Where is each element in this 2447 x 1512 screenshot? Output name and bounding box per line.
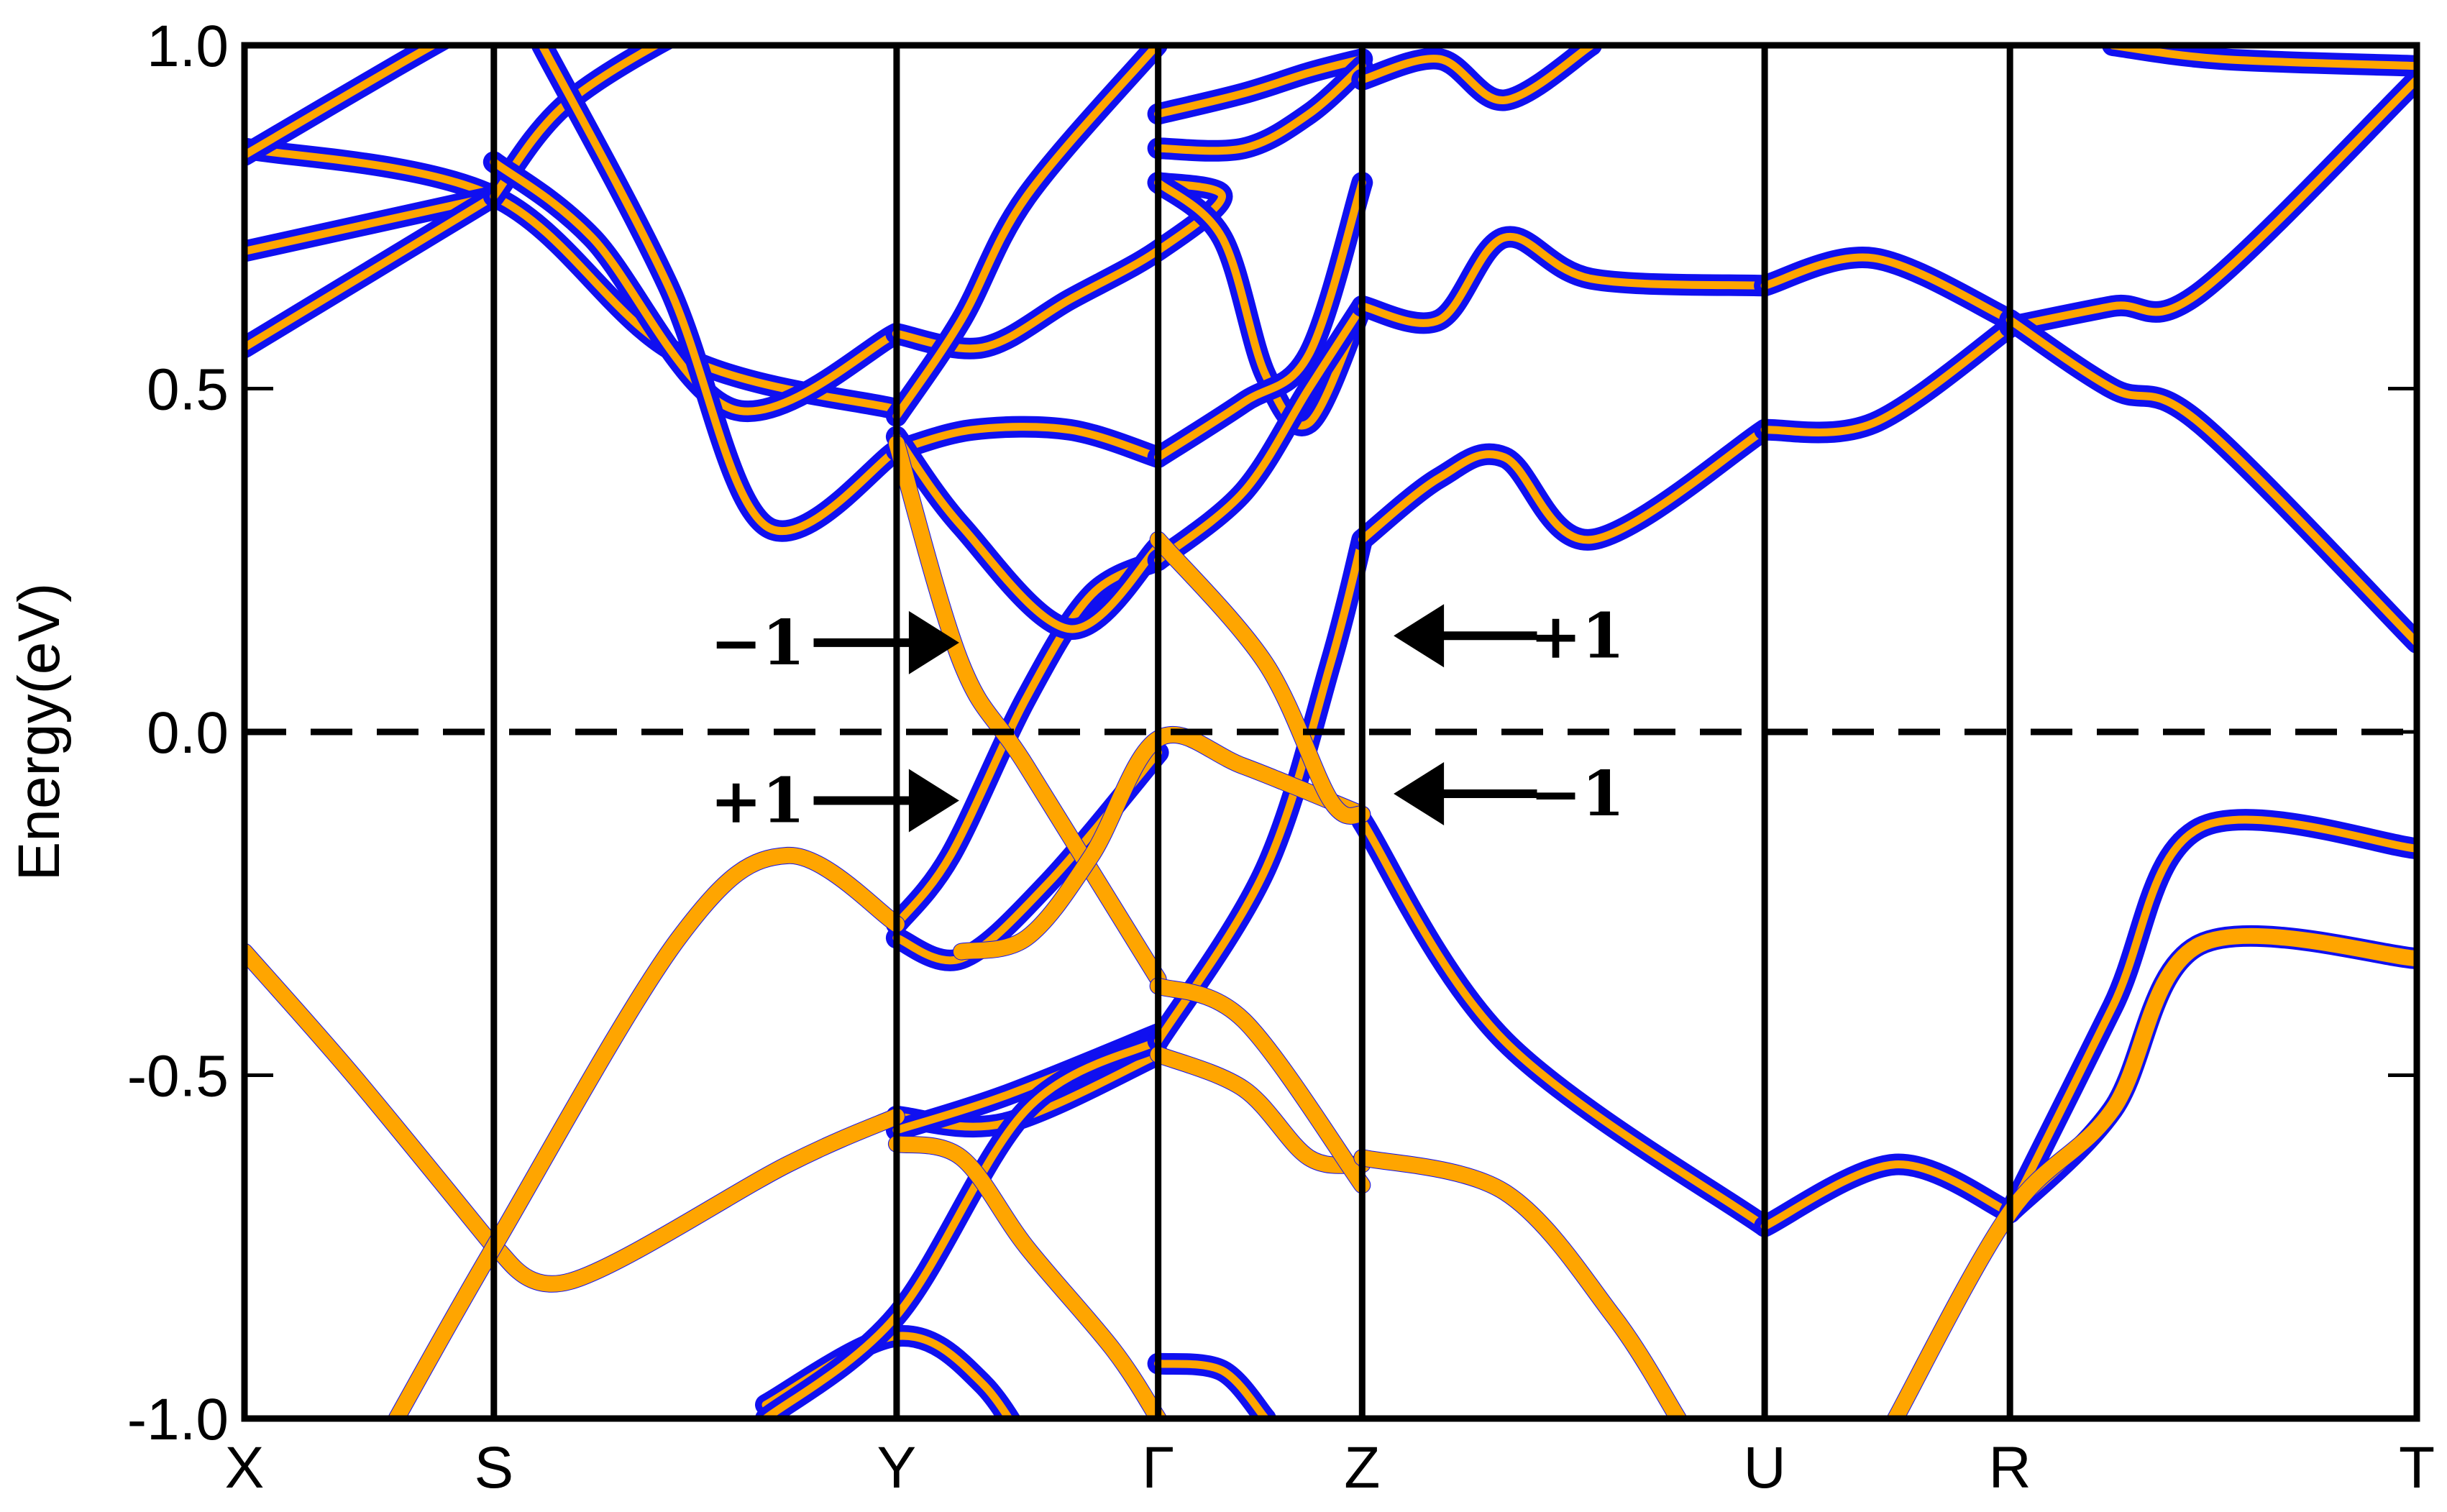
band-33-core xyxy=(1760,1160,2014,1231)
band-3-core xyxy=(244,45,441,160)
band-45-fill xyxy=(1888,927,2417,1419)
ytick-label-0: 1.0 xyxy=(147,14,229,79)
band-44-fill xyxy=(1354,1150,1686,1419)
band-34-core xyxy=(2005,815,2417,1217)
band-18-core xyxy=(1154,302,1366,564)
band-4-outline xyxy=(482,45,679,208)
y-axis-label: Energy(eV) xyxy=(6,583,72,881)
annotation-label-1: +1 xyxy=(710,765,805,838)
band-22-core xyxy=(1154,62,1366,155)
band-19-core xyxy=(1154,178,1366,462)
annotation-arrowhead-0 xyxy=(908,610,959,674)
band-39-edge xyxy=(887,1135,1167,1419)
band-38-fill xyxy=(388,847,905,1419)
annotation-arrowhead-3 xyxy=(1394,761,1445,825)
annotation-arrowhead-1 xyxy=(908,769,959,833)
band-29-core xyxy=(2005,75,2417,331)
band-36-fill xyxy=(244,943,502,1255)
band-16-core xyxy=(761,1037,1163,1419)
band-41-fill xyxy=(953,727,1371,960)
ytick-label-2: 0.0 xyxy=(147,700,229,766)
annotations: −1 +1 +1 −1 xyxy=(710,600,1625,837)
band-6-core xyxy=(538,45,901,536)
xtick-label-5: U xyxy=(1743,1435,1785,1500)
band-8-outline xyxy=(885,172,1233,359)
band-39-fill xyxy=(888,1136,1166,1419)
band-5-core xyxy=(490,157,900,416)
xtick-label-4: Z xyxy=(1344,1435,1380,1500)
band-38-edge xyxy=(388,846,905,1419)
band-7-core xyxy=(892,423,1163,462)
band-26-core xyxy=(1358,45,1596,104)
high-symmetry-lines xyxy=(490,45,2013,1419)
xtick-label-7: T xyxy=(2399,1435,2435,1500)
band-31-core xyxy=(2108,45,2417,70)
annotation-label-2: +1 xyxy=(1529,600,1624,672)
xtick-label-0: X xyxy=(225,1435,265,1500)
band-21-core xyxy=(1154,55,1366,118)
band-42-fill xyxy=(1150,1046,1371,1173)
ytick-label-3: -0.5 xyxy=(127,1044,229,1109)
xtick-label-1: S xyxy=(474,1435,513,1500)
band-12-core xyxy=(892,432,1163,633)
band-9-core xyxy=(892,45,1161,421)
xtick-label-6: R xyxy=(1989,1435,2031,1500)
annotation-label-0: −1 xyxy=(710,607,805,679)
band-17-core xyxy=(1154,178,1366,430)
band-43-fill xyxy=(1150,978,1371,1193)
band-28-core xyxy=(1760,323,2014,437)
band-40-fill xyxy=(888,435,1166,987)
band-25-core xyxy=(1358,426,1769,544)
band-24-core xyxy=(1358,232,1769,327)
band-23-core xyxy=(1154,1360,1270,1419)
annotation-arrowhead-2 xyxy=(1394,604,1445,668)
band-32-core xyxy=(1358,817,1769,1231)
band-4-core xyxy=(490,45,664,201)
band-8-core xyxy=(892,178,1227,353)
band-2-core xyxy=(244,192,498,352)
band-24-outline xyxy=(1351,226,1776,334)
band-30-outline xyxy=(1999,309,2417,654)
band-lines xyxy=(244,45,2417,1419)
band-27-core xyxy=(1760,253,2014,324)
band-37-fill xyxy=(485,1108,905,1292)
y-axis-ticks: 1.0 0.5 0.0 -0.5 -1.0 xyxy=(127,14,2417,1452)
annotation-label-3: −1 xyxy=(1529,758,1624,830)
band-29-outline xyxy=(1999,68,2417,338)
band-46-fill xyxy=(1150,531,1371,824)
band-27-outline xyxy=(1754,247,2021,331)
xtick-label-2: Y xyxy=(877,1435,917,1500)
band-43-edge xyxy=(1149,977,1371,1194)
band-10-core xyxy=(892,556,1163,928)
band-30-core xyxy=(2005,316,2417,647)
ytick-label-1: 0.5 xyxy=(147,357,229,423)
xtick-label-3: Γ xyxy=(1142,1435,1174,1500)
ytick-label-4: -1.0 xyxy=(127,1387,229,1452)
